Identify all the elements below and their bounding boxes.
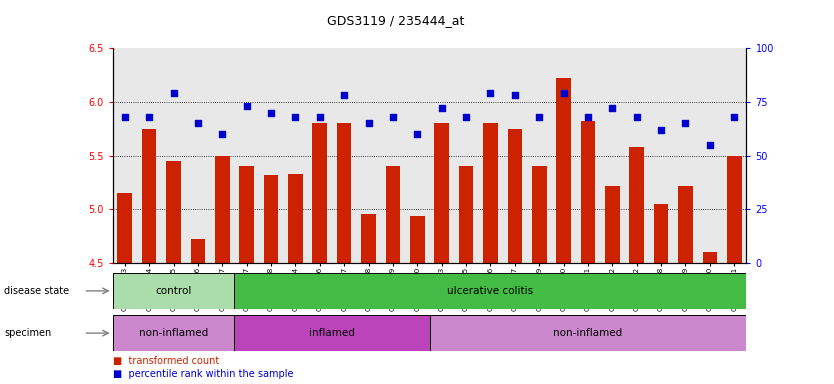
Point bbox=[508, 92, 521, 98]
Bar bbox=[630, 147, 644, 263]
Bar bbox=[410, 216, 425, 263]
Text: ulcerative colitis: ulcerative colitis bbox=[447, 286, 534, 296]
Point bbox=[362, 120, 375, 126]
Bar bbox=[166, 161, 181, 263]
Bar bbox=[532, 166, 546, 263]
Bar bbox=[654, 204, 668, 263]
Point bbox=[435, 105, 449, 111]
Bar bbox=[556, 78, 571, 263]
Bar bbox=[459, 166, 474, 263]
Point bbox=[581, 114, 595, 120]
Bar bbox=[508, 129, 522, 263]
Bar bbox=[580, 121, 595, 263]
Bar bbox=[727, 156, 741, 263]
Bar bbox=[605, 185, 620, 263]
Point bbox=[630, 114, 643, 120]
Bar bbox=[313, 123, 327, 263]
Point bbox=[533, 114, 546, 120]
Bar bbox=[113, 315, 234, 351]
Point bbox=[605, 105, 619, 111]
Point bbox=[191, 120, 204, 126]
Point bbox=[216, 131, 229, 137]
Bar bbox=[483, 123, 498, 263]
Bar bbox=[678, 185, 693, 263]
Point bbox=[118, 114, 132, 120]
Bar bbox=[191, 239, 205, 263]
Point bbox=[167, 90, 180, 96]
Bar bbox=[702, 252, 717, 263]
Bar bbox=[288, 174, 303, 263]
Point bbox=[386, 114, 399, 120]
Bar bbox=[113, 273, 234, 309]
Text: inflamed: inflamed bbox=[309, 328, 355, 338]
Bar bbox=[435, 123, 449, 263]
Text: non-inflamed: non-inflamed bbox=[553, 328, 623, 338]
Bar bbox=[430, 315, 746, 351]
Text: ■  transformed count: ■ transformed count bbox=[113, 356, 219, 366]
Bar bbox=[215, 156, 229, 263]
Bar bbox=[118, 193, 132, 263]
Text: ■  percentile rank within the sample: ■ percentile rank within the sample bbox=[113, 369, 293, 379]
Bar bbox=[239, 166, 254, 263]
Text: GDS3119 / 235444_at: GDS3119 / 235444_at bbox=[328, 14, 465, 27]
Text: control: control bbox=[155, 286, 192, 296]
Point bbox=[557, 90, 570, 96]
Bar bbox=[234, 273, 746, 309]
Point bbox=[679, 120, 692, 126]
Bar bbox=[361, 214, 376, 263]
Text: disease state: disease state bbox=[4, 286, 69, 296]
Point bbox=[727, 114, 741, 120]
Text: non-inflamed: non-inflamed bbox=[139, 328, 208, 338]
Bar bbox=[234, 315, 430, 351]
Point bbox=[655, 127, 668, 133]
Point bbox=[703, 142, 716, 148]
Bar bbox=[385, 166, 400, 263]
Text: specimen: specimen bbox=[4, 328, 52, 338]
Point bbox=[338, 92, 351, 98]
Point bbox=[484, 90, 497, 96]
Point bbox=[143, 114, 156, 120]
Bar bbox=[264, 175, 279, 263]
Point bbox=[240, 103, 254, 109]
Point bbox=[313, 114, 326, 120]
Bar bbox=[142, 129, 157, 263]
Point bbox=[410, 131, 424, 137]
Bar bbox=[337, 123, 351, 263]
Point bbox=[264, 109, 278, 116]
Point bbox=[289, 114, 302, 120]
Point bbox=[460, 114, 473, 120]
